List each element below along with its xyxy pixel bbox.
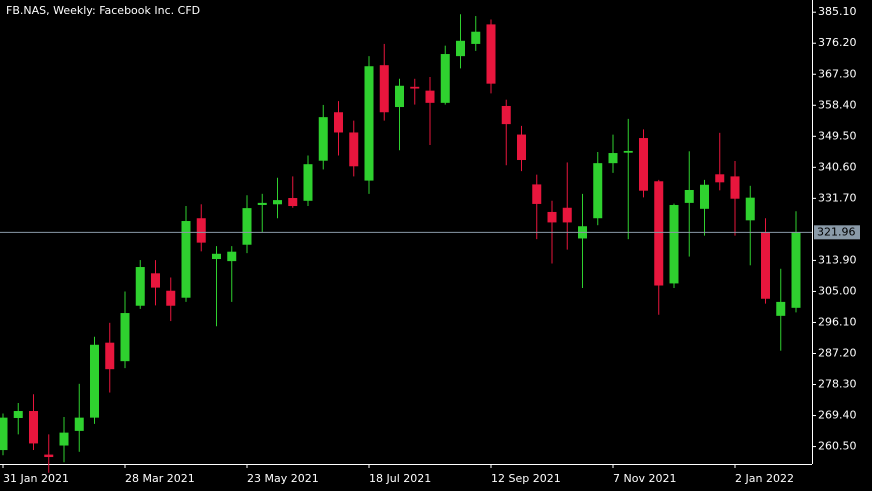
y-tick-label: 367.30	[818, 67, 857, 80]
y-tick-label: 349.50	[818, 129, 857, 142]
candle-body	[257, 202, 267, 205]
y-tick-label: 278.30	[818, 378, 857, 391]
y-tick-label: 313.90	[818, 253, 857, 266]
candle-body	[456, 40, 465, 57]
candle-body	[90, 344, 99, 418]
candle-body	[29, 411, 38, 444]
candle-body	[410, 86, 420, 89]
x-tick-label: 2 Jan 2022	[735, 472, 794, 485]
x-tick-label: 28 Mar 2021	[125, 472, 195, 485]
candle-body	[562, 207, 572, 223]
chart-title: FB.NAS, Weekly: Facebook Inc. CFD	[6, 4, 200, 17]
candle-body	[105, 342, 115, 370]
x-tick-label: 31 Jan 2021	[3, 472, 69, 485]
y-tick-label: 340.60	[818, 160, 857, 173]
y-tick-label: 269.40	[818, 409, 857, 422]
candle-body	[486, 24, 496, 84]
y-tick-label: 376.20	[818, 36, 857, 49]
candle-body	[120, 313, 130, 362]
candle-body	[196, 218, 206, 243]
candle-body	[639, 138, 648, 191]
candle-body	[730, 176, 740, 199]
current-price-box	[814, 225, 860, 240]
x-tick-label: 12 Sep 2021	[491, 472, 561, 485]
candle-body	[517, 134, 526, 161]
candle-body	[318, 117, 328, 161]
candle-body	[776, 301, 786, 316]
candle-body	[0, 417, 8, 451]
y-tick-label: 296.10	[818, 315, 857, 328]
current-price-label: 321.96	[817, 225, 856, 238]
candle-body	[349, 132, 359, 167]
candle-body	[44, 454, 54, 458]
candle-body	[74, 417, 84, 431]
candle-body	[334, 112, 343, 133]
candle-body	[425, 90, 435, 103]
candle-body	[745, 197, 755, 221]
y-tick-label: 358.40	[818, 98, 857, 111]
y-tick-label: 331.70	[818, 191, 857, 204]
candle-body	[395, 85, 404, 108]
candle-body	[288, 198, 298, 207]
candle-body	[623, 150, 633, 153]
candle-body	[135, 267, 145, 306]
candle-body	[440, 54, 450, 103]
candle-body	[151, 273, 160, 288]
candle-body	[700, 184, 709, 209]
candle-body	[181, 221, 191, 298]
x-tick-label: 18 Jul 2021	[369, 472, 431, 485]
candle-body	[684, 189, 694, 203]
candle-body	[761, 232, 770, 299]
y-tick-label: 305.00	[818, 284, 857, 297]
y-tick-label: 287.20	[818, 346, 857, 359]
candle-body	[364, 66, 374, 181]
candle-body	[59, 432, 69, 446]
candle-body	[547, 211, 557, 223]
candle-body	[212, 253, 221, 260]
candle-body	[501, 105, 511, 125]
candle-body	[242, 208, 252, 245]
plot	[0, 14, 801, 473]
candle-body	[715, 174, 725, 183]
y-tick-label: 385.10	[818, 5, 857, 18]
candle-body	[791, 232, 801, 308]
candle-body	[13, 411, 23, 418]
candle-body	[227, 251, 237, 262]
candle-body	[273, 200, 282, 205]
candle-body	[608, 153, 618, 164]
candle-body	[303, 164, 313, 201]
candle-body	[379, 65, 389, 113]
candle-body	[669, 204, 679, 284]
candle-body	[471, 31, 481, 44]
y-tick-label: 260.50	[818, 440, 857, 453]
candle-body	[532, 184, 542, 204]
candle-body	[593, 163, 603, 219]
x-tick-label: 7 Nov 2021	[613, 472, 676, 485]
candle-body	[654, 181, 664, 286]
candle-body	[166, 290, 176, 306]
x-tick-label: 23 May 2021	[247, 472, 319, 485]
